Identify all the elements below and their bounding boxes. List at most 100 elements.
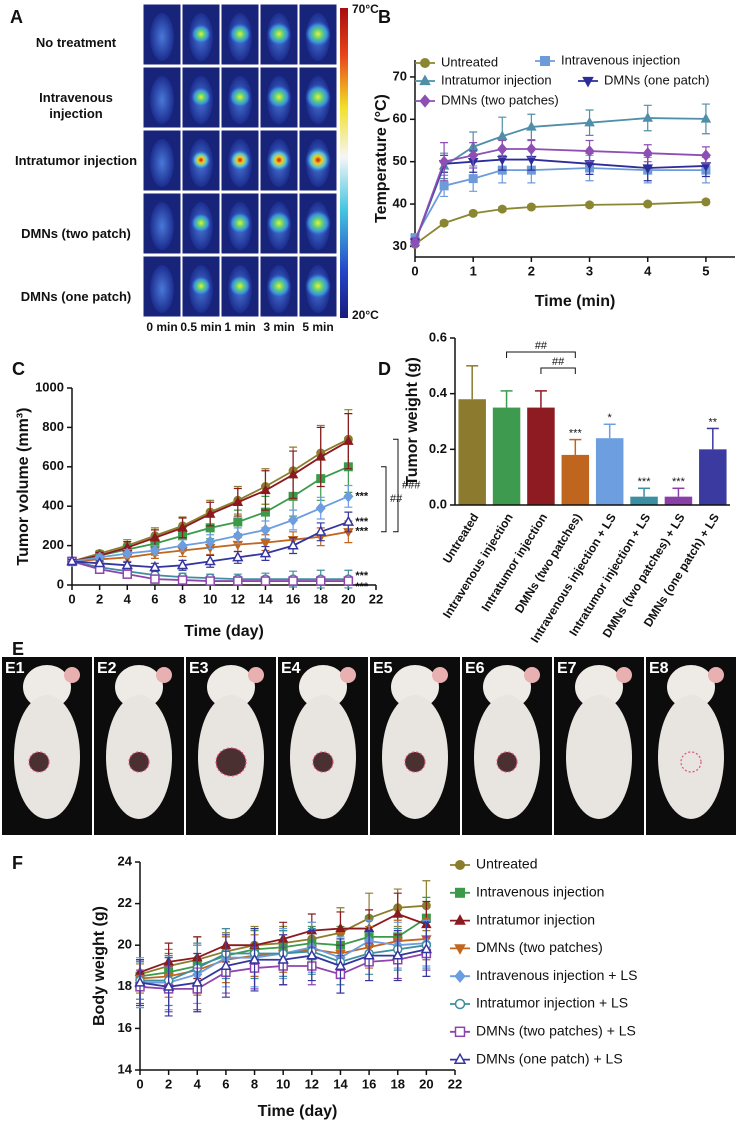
color-bar-min: 20°C <box>352 308 379 322</box>
mouse-body <box>658 695 724 819</box>
data-point <box>232 551 244 562</box>
data-point <box>439 218 449 228</box>
data-point <box>149 544 160 557</box>
data-point <box>409 236 421 249</box>
data-point <box>260 484 271 495</box>
y-tick-label: 60 <box>393 111 407 126</box>
x-tick-label: 12 <box>305 1076 319 1091</box>
data-point <box>177 575 188 585</box>
thermal-body <box>150 13 174 61</box>
legend-marker <box>454 914 466 925</box>
significance-label: *** <box>355 570 369 582</box>
mouse-head <box>483 665 531 709</box>
tumor-outline <box>215 747 247 777</box>
bracket-label: ## <box>535 340 548 352</box>
mouse-ear <box>524 667 540 683</box>
thermal-hotspot <box>229 149 251 171</box>
x-tick-label: 2 <box>528 263 535 278</box>
bar <box>699 449 727 505</box>
thermal-hotspot <box>305 84 331 110</box>
legend-marker <box>453 1052 467 1064</box>
data-point <box>643 199 653 209</box>
thermal-hotspot <box>191 87 211 107</box>
data-point <box>287 468 299 479</box>
series-line <box>414 117 706 243</box>
x-tick-label: 22 <box>369 591 383 606</box>
legend-marker <box>454 944 466 955</box>
legend-marker <box>582 76 594 88</box>
x-tick-label: 6 <box>222 1076 229 1091</box>
y-axis-title: Tumor weight (g) <box>404 357 421 486</box>
data-point <box>288 514 299 526</box>
data-point <box>233 517 243 527</box>
bar <box>561 454 590 505</box>
x-tick-label: 0 <box>68 591 75 606</box>
data-point <box>584 145 595 158</box>
data-point <box>342 515 355 526</box>
y-tick-label: 0 <box>57 576 64 591</box>
significance-label: *** <box>638 476 652 488</box>
x-tick-label: 6 <box>151 591 158 606</box>
data-point <box>66 555 78 566</box>
y-tick-label: 30 <box>393 238 407 253</box>
bracket-label: ## <box>552 356 565 368</box>
data-point <box>497 130 508 140</box>
mouse-ear <box>340 667 356 683</box>
data-point <box>700 113 712 123</box>
data-point <box>122 547 133 560</box>
mouse-head <box>299 665 347 709</box>
data-point <box>204 555 216 566</box>
thermal-hotspot <box>267 211 291 235</box>
y-tick-label: 0.4 <box>429 385 448 400</box>
x-tick-label: 16 <box>286 591 300 606</box>
panel-letter: C <box>12 359 25 379</box>
data-point <box>468 174 478 184</box>
photo-label: E2 <box>97 660 117 677</box>
bar <box>458 399 486 505</box>
data-point <box>315 576 326 586</box>
photo-label: E4 <box>281 660 301 677</box>
series-line <box>414 167 706 239</box>
data-point <box>205 535 216 548</box>
significance-label: *** <box>355 526 369 538</box>
legend-marker <box>419 94 431 108</box>
mouse-head <box>575 665 623 709</box>
data-point <box>497 204 507 214</box>
mouse-body <box>566 695 632 819</box>
data-point <box>343 490 354 503</box>
data-point <box>584 116 595 127</box>
thermal-hotspot <box>267 22 291 46</box>
x-tick-label: 20 <box>341 591 355 606</box>
data-point <box>93 556 106 568</box>
x-tick-label: 2 <box>96 591 103 606</box>
thermal-hotspot <box>191 150 211 170</box>
thermal-hotspot <box>305 21 331 47</box>
x-tick-label: 12 <box>231 591 245 606</box>
data-point <box>315 525 327 536</box>
photo-label: E1 <box>5 660 25 677</box>
tumor-outline <box>28 751 50 773</box>
data-point <box>335 922 346 933</box>
data-point <box>642 147 653 160</box>
tumor-outline <box>680 751 702 773</box>
photo-label: E7 <box>557 660 577 677</box>
data-point <box>526 142 537 155</box>
tumor-outline <box>128 751 150 773</box>
thermal-hotspot <box>267 274 291 298</box>
y-tick-label: 200 <box>42 537 64 552</box>
legend-label: Intravenous injection <box>476 884 604 900</box>
data-point <box>232 529 243 542</box>
series-line <box>414 201 706 246</box>
legend-label: Intratumor injection <box>441 72 552 87</box>
data-point <box>191 976 203 987</box>
thermal-hotspot <box>267 148 291 172</box>
data-point <box>700 149 711 162</box>
mouse-head <box>115 665 163 709</box>
panel-letter: A <box>10 7 23 27</box>
bracket-label: ### <box>402 479 421 491</box>
thermal-body <box>150 265 174 313</box>
significance-label: *** <box>672 476 686 488</box>
thermal-hotspot <box>305 210 331 236</box>
mouse-ear <box>616 667 632 683</box>
